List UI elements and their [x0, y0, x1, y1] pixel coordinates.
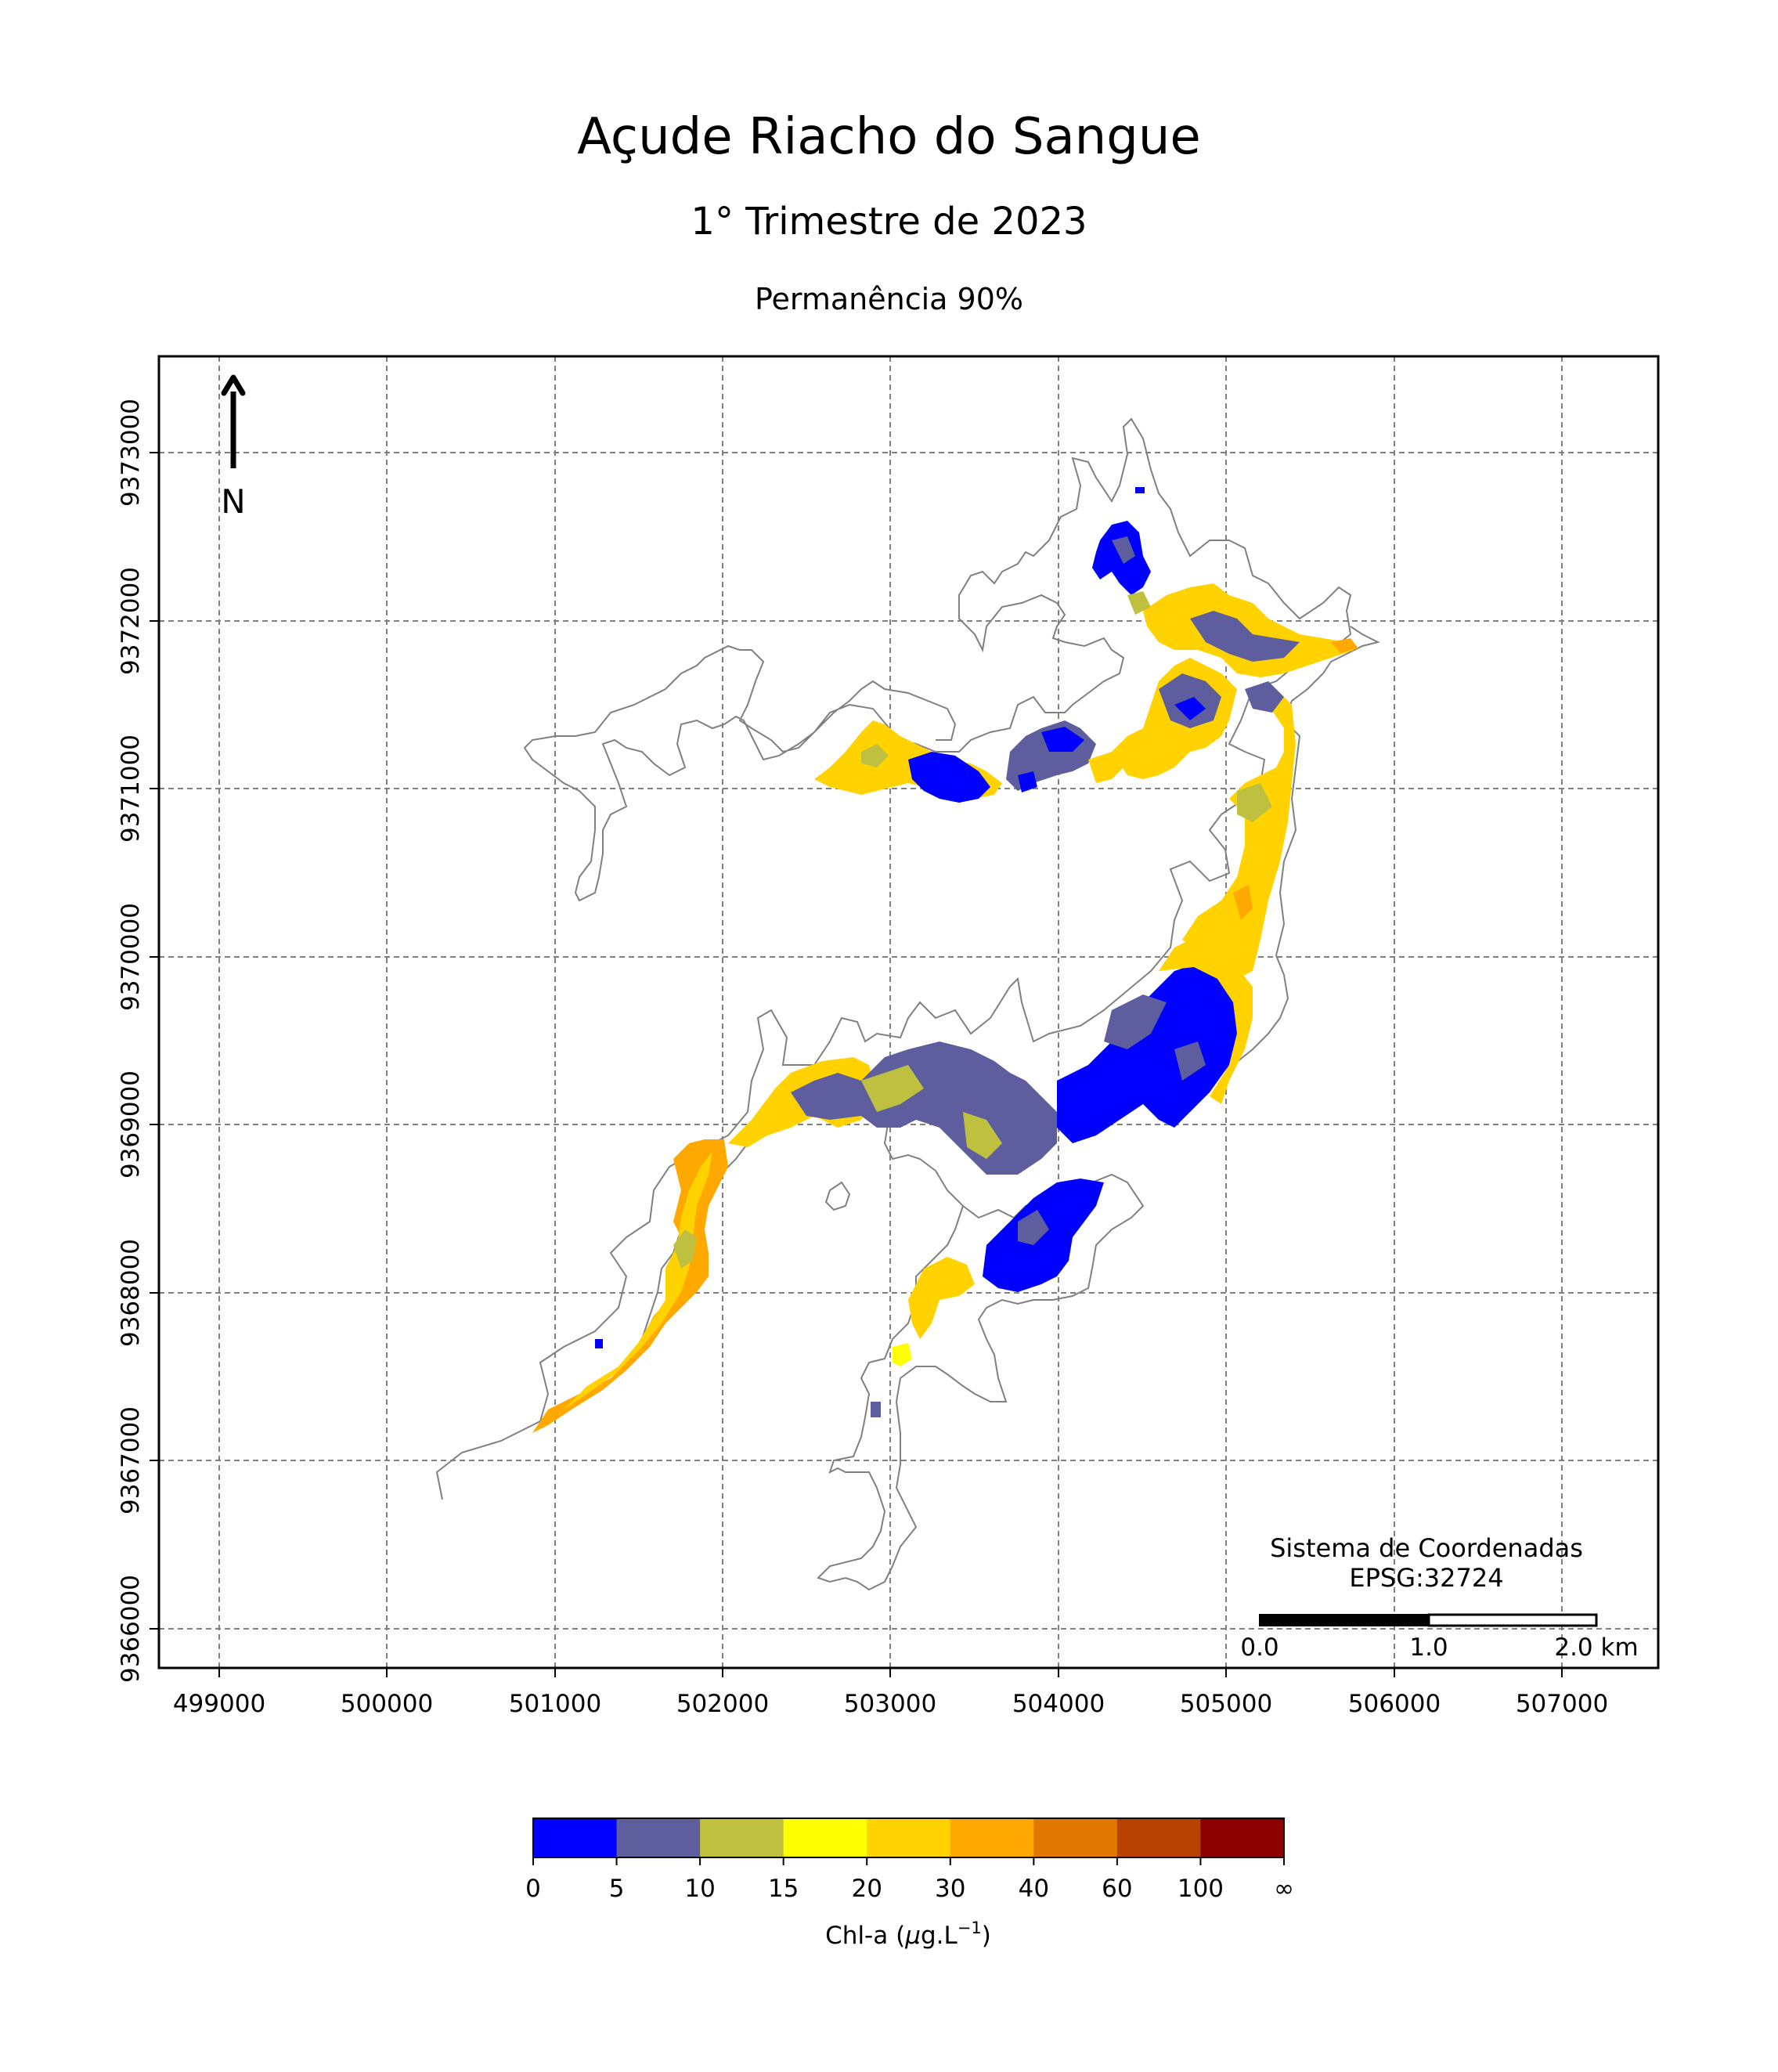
- x-tick-label: 507000: [1516, 1690, 1608, 1718]
- north-arrow: N: [221, 374, 246, 521]
- raster-center-gray: [1104, 994, 1206, 1081]
- colorbar-cell: [1116, 1818, 1201, 1857]
- scalebar-label-2: 2.0 km: [1554, 1633, 1638, 1662]
- colorbar-tick-label: 15: [768, 1875, 799, 1903]
- reservoir-outline-east: [1178, 626, 1380, 1117]
- map-title: Açude Riacho do Sangue: [577, 108, 1201, 166]
- x-tick-label: 500000: [341, 1690, 433, 1718]
- raster-north-gray: [1112, 536, 1135, 564]
- y-tick-labels: 9366000 9367000 9368000 9369000 9370000 …: [117, 399, 145, 1683]
- raster-north-topdot: [1135, 487, 1145, 493]
- reservoir-outline-main: [435, 417, 1352, 1500]
- y-tick-label: 9367000: [117, 1406, 145, 1514]
- north-arrow-head-icon: [221, 374, 246, 396]
- scalebar-segment-white: [1427, 1613, 1598, 1627]
- colorbar-cell: [867, 1818, 951, 1857]
- colorbar-frame: [532, 1818, 1285, 1858]
- y-tick-label: 9369000: [117, 1070, 145, 1179]
- crs-line-2: EPSG:32724: [1349, 1563, 1503, 1593]
- reservoir-outline-islet: [824, 1181, 851, 1211]
- raster-mid-olive: [861, 1065, 1002, 1159]
- raster-sw-blue-dot: [595, 1339, 603, 1348]
- raster-center-blue: [1057, 963, 1237, 1143]
- scalebar-label-0: 0.0: [1240, 1633, 1279, 1662]
- colorbar-tick-label: 20: [851, 1875, 882, 1903]
- y-tick-label: 9370000: [117, 903, 145, 1011]
- colorbar-cell: [1200, 1818, 1285, 1857]
- raster-ne-gray: [1190, 611, 1300, 662]
- colorbar-ticks: 0 5 10 15 20 30 40 60 100 ∞: [525, 1857, 1294, 1903]
- x-tick-label: 506000: [1348, 1690, 1441, 1718]
- colorbar-tick-label: ∞: [1274, 1875, 1294, 1903]
- y-tick-label: 9366000: [117, 1575, 145, 1683]
- raster-north-olive: [1127, 591, 1151, 615]
- colorbar-label-mu: μ: [904, 1922, 921, 1950]
- y-tick-label: 9372000: [117, 567, 145, 675]
- x-tick-label: 503000: [844, 1690, 936, 1718]
- map-subtitle: 1° Trimestre de 2023: [691, 200, 1087, 244]
- raster-wu2-yellow: [1088, 752, 1127, 783]
- north-label: N: [221, 482, 245, 521]
- x-tick-label: 499000: [173, 1690, 265, 1718]
- raster-wu2-blue: [1018, 727, 1084, 792]
- colorbar-cell: [783, 1818, 867, 1857]
- reservoir-outline: [435, 417, 1380, 1591]
- colorbar-cell: [1033, 1818, 1118, 1857]
- raster-east-orange: [1233, 885, 1253, 920]
- raster-east-olive: [1237, 783, 1272, 822]
- raster-east-yellow: [1182, 689, 1296, 979]
- x-tick-label: 502000: [676, 1690, 769, 1718]
- raster-south-yellow: [908, 1257, 975, 1339]
- raster-islet-gray: [871, 1402, 881, 1417]
- chl-a-raster: [532, 487, 1358, 1433]
- y-tick-label: 9368000: [117, 1239, 145, 1347]
- raster-nc-blue: [1174, 697, 1206, 720]
- tick-marks: [150, 452, 1563, 1677]
- x-tick-labels: 499000 500000 501000 502000 503000 50400…: [173, 1690, 1608, 1718]
- colorbar-tick-label: 0: [525, 1875, 541, 1903]
- grid: [159, 356, 1658, 1668]
- colorbar-label-close: ): [982, 1922, 991, 1950]
- scalebar: 0.0 1.0 2.0 km: [1240, 1613, 1639, 1662]
- colorbar-cell: [950, 1818, 1034, 1857]
- crs-label: Sistema de Coordenadas EPSG:32724: [1270, 1533, 1583, 1593]
- colorbar-cell: [533, 1818, 618, 1857]
- raster-sw-yellow: [564, 1151, 712, 1410]
- raster-south-yellow-2: [893, 1343, 912, 1366]
- y-tick-label: 9373000: [117, 399, 145, 507]
- colorbar-label-rest: g.L: [921, 1922, 958, 1950]
- colorbar-label-sup: −1: [958, 1919, 982, 1937]
- colorbar-cell: [616, 1818, 701, 1857]
- scalebar-label-1: 1.0: [1409, 1633, 1448, 1662]
- map-axes-frame: [157, 355, 1660, 1670]
- raster-wu-blue: [908, 752, 990, 803]
- colorbar-tick-label: 30: [935, 1875, 965, 1903]
- colorbar-cell: [700, 1818, 784, 1857]
- colorbar-label-main: Chl-a (: [825, 1922, 905, 1950]
- colorbar-cells: [533, 1818, 1285, 1857]
- y-tick-label: 9371000: [117, 735, 145, 843]
- scalebar-segment-black: [1259, 1614, 1430, 1626]
- colorbar-tick-label: 100: [1178, 1875, 1224, 1903]
- colorbar: 0 5 10 15 20 30 40 60 100 ∞ Chl-a (μg.L−1): [525, 1818, 1294, 1950]
- raster-wu-olive: [861, 744, 889, 767]
- colorbar-tick-label: 60: [1102, 1875, 1132, 1903]
- map-subtitle-permanence: Permanência 90%: [754, 282, 1024, 316]
- raster-south-gray: [1018, 1210, 1049, 1245]
- raster-center-yellow-edge: [1159, 940, 1253, 1104]
- colorbar-tick-label: 40: [1019, 1875, 1049, 1903]
- colorbar-tick-label: 10: [684, 1875, 715, 1903]
- colorbar-label: Chl-a (μg.L−1): [825, 1919, 991, 1950]
- raster-sw-olive: [673, 1229, 697, 1269]
- x-tick-label: 501000: [509, 1690, 601, 1718]
- colorbar-tick-label: 5: [609, 1875, 625, 1903]
- raster-sw-arm: [532, 1139, 728, 1433]
- x-tick-label: 504000: [1012, 1690, 1105, 1718]
- raster-ne-orange: [1331, 638, 1358, 653]
- x-tick-label: 505000: [1180, 1690, 1272, 1718]
- crs-line-1: Sistema de Coordenadas: [1270, 1533, 1583, 1563]
